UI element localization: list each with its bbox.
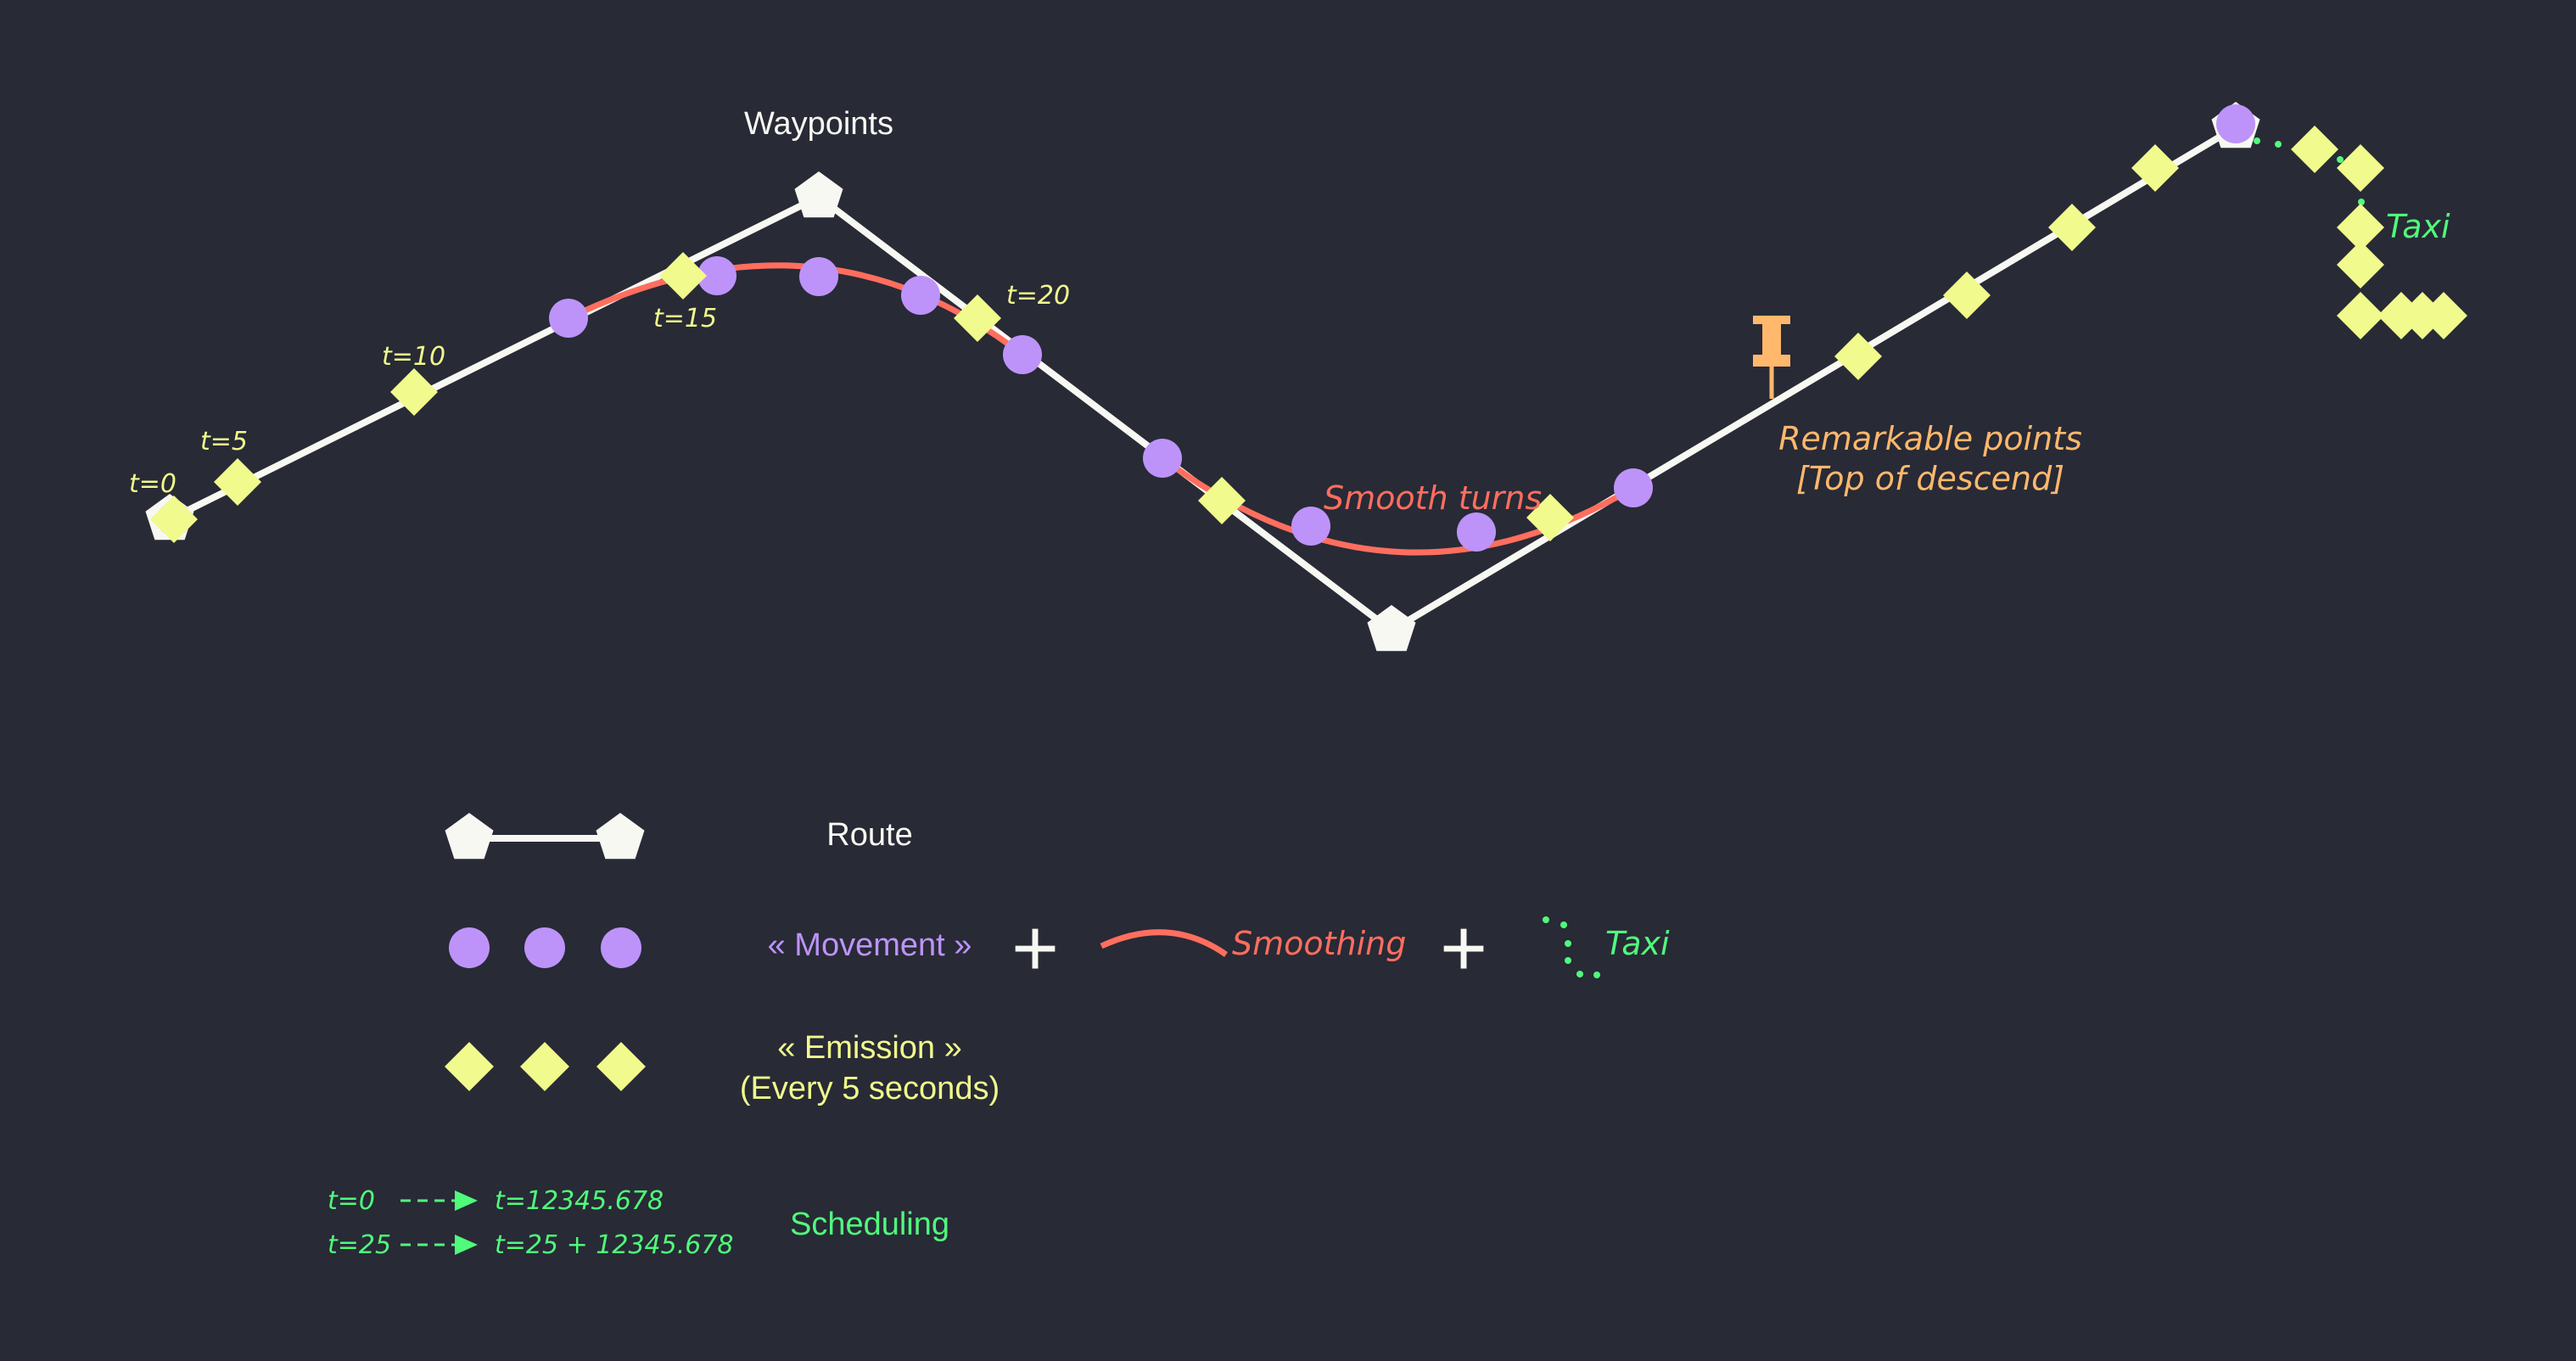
movement-point — [549, 299, 588, 338]
schedule-row-1: t=0 t=12345.678 — [328, 1186, 664, 1216]
time-label-20: t=20 — [1006, 281, 1070, 311]
time-label-10: t=10 — [382, 342, 445, 372]
pushpin-icon — [1753, 316, 1790, 399]
time-label-0: t=0 — [129, 469, 176, 499]
movement-points — [157, 104, 2255, 552]
legend-taxi-label: Taxi — [1605, 925, 1670, 962]
schedule-to-2: t=25 + 12345.678 — [495, 1230, 734, 1260]
emission-point — [214, 458, 261, 506]
movement-point — [1291, 507, 1330, 546]
legend-emission-label: « Emission » — [777, 1030, 962, 1066]
movement-point — [1003, 335, 1042, 374]
emission-point — [2337, 144, 2384, 192]
schedule-from-2: t=25 — [328, 1230, 391, 1260]
smooth-curve-top — [567, 262, 1025, 357]
movement-point — [799, 257, 838, 296]
smooth-turns-label: Smooth turns — [1324, 479, 1542, 517]
emission-point — [2048, 204, 2096, 251]
legend-emission-frequency: (Every 5 seconds) — [740, 1071, 1000, 1106]
legend-plus-1: + — [1011, 903, 1059, 994]
taxi-label: Taxi — [2386, 208, 2450, 245]
legend-scheduling-label: Scheduling — [790, 1207, 949, 1242]
movement-point — [901, 276, 940, 315]
time-labels: t=0 t=5 t=10 t=15 t=20 — [129, 281, 1070, 499]
remarkable-points-label: Remarkable points — [1778, 420, 2082, 457]
movement-point — [1457, 512, 1496, 552]
schedule-row-2: t=25 t=25 + 12345.678 — [328, 1230, 734, 1260]
movement-point — [1143, 439, 1182, 478]
emission-points — [150, 126, 2467, 543]
top-of-descend-label: [Top of descend] — [1796, 460, 2064, 497]
waypoint-peak — [794, 171, 843, 218]
route-line — [168, 124, 2238, 634]
legend-smoothing-label: Smoothing — [1232, 925, 1406, 962]
time-label-15: t=15 — [653, 304, 717, 333]
schedule-to-1: t=12345.678 — [495, 1186, 664, 1216]
schedule-from-1: t=0 — [328, 1186, 375, 1216]
legend-route-symbol — [445, 813, 645, 860]
legend-route-label: Route — [826, 817, 912, 853]
emission-point — [2337, 292, 2384, 339]
legend: Route « Movement » + Smoothing + Taxi « … — [328, 813, 1670, 1260]
movement-point — [697, 256, 736, 295]
waypoints-title: Waypoints — [744, 106, 893, 142]
legend-taxi-symbol — [1543, 916, 1600, 978]
movement-point — [2216, 104, 2255, 143]
taxi-path — [2254, 137, 2365, 205]
movement-point — [1614, 468, 1653, 507]
time-label-5: t=5 — [200, 427, 248, 456]
emission-point — [2291, 126, 2338, 173]
legend-emission-symbol — [445, 1042, 646, 1091]
legend-smoothing-symbol — [1100, 929, 1229, 957]
legend-plus-2: + — [1440, 903, 1487, 994]
waypoint-valley — [1367, 605, 1416, 652]
emission-point — [2337, 241, 2384, 288]
legend-movement-label: « Movement » — [768, 927, 972, 963]
legend-movement-symbol — [449, 927, 641, 968]
